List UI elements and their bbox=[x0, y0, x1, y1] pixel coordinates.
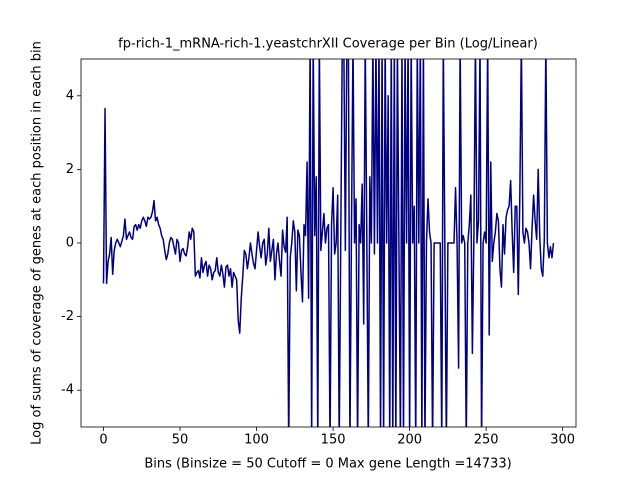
y-tick-label: -2 bbox=[61, 309, 74, 324]
x-tick-label: 300 bbox=[550, 433, 575, 448]
y-tick-label: 4 bbox=[66, 88, 74, 103]
x-tick-label: 100 bbox=[244, 433, 269, 448]
data-line bbox=[102, 59, 555, 427]
x-tick-label: 0 bbox=[99, 433, 107, 448]
x-tick-label: 50 bbox=[172, 433, 189, 448]
x-axis-label: Bins (Binsize = 50 Cutoff = 0 Max gene L… bbox=[144, 457, 511, 472]
x-tick-label: 250 bbox=[474, 433, 499, 448]
y-axis-label: Log of sums of coverage of genes at each… bbox=[30, 41, 45, 445]
y-tick-label: -4 bbox=[61, 383, 74, 398]
chart-title: fp-rich-1_mRNA-rich-1.yeastchrXII Covera… bbox=[118, 37, 538, 52]
y-tick-label: 2 bbox=[66, 162, 74, 177]
plot-area bbox=[102, 59, 555, 427]
x-tick-label: 200 bbox=[397, 433, 422, 448]
x-tick-label: 150 bbox=[321, 433, 346, 448]
y-tick-label: 0 bbox=[66, 236, 74, 251]
